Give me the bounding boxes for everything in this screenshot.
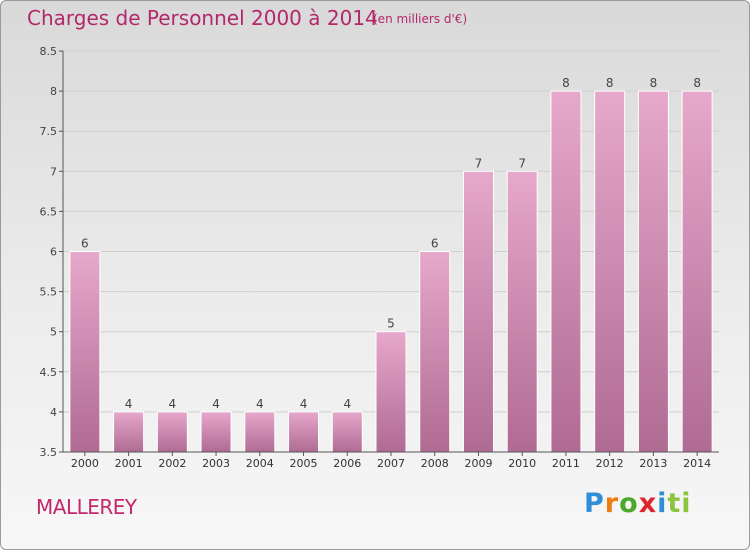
x-tick-label: 2007 xyxy=(377,457,405,470)
logo-letter: r xyxy=(604,488,620,519)
bar xyxy=(506,170,538,453)
x-tick-label: 2014 xyxy=(683,457,711,470)
bar xyxy=(244,411,276,453)
data-label: 4 xyxy=(125,397,133,411)
bar xyxy=(69,251,101,453)
proxiti-logo: Proxiti xyxy=(584,488,692,519)
bar xyxy=(288,411,320,453)
y-tick-label: 5.5 xyxy=(40,286,58,299)
chart-unit: (en milliers d'€) xyxy=(373,12,468,26)
x-tick-label: 2009 xyxy=(464,457,492,470)
data-label: 4 xyxy=(212,397,220,411)
y-tick-label: 4 xyxy=(50,406,57,419)
axis-layer: 3.5 4 4.5 5 5.5 6 6.5 7 7.5 8 8.5 2000 2001 2002 2003 2… xyxy=(40,45,719,470)
data-label: 8 xyxy=(693,76,701,90)
data-label: 5 xyxy=(387,317,395,331)
y-tick-label: 8.5 xyxy=(40,45,58,58)
bar xyxy=(681,90,713,453)
bar xyxy=(375,331,407,453)
data-label: 4 xyxy=(300,397,308,411)
bar xyxy=(113,411,145,453)
chart-title: Charges de Personnel 2000 à 2014 xyxy=(27,6,378,30)
x-tick-label: 2003 xyxy=(202,457,230,470)
bar-layer: 6 4 4 4 4 4 4 5 6 7 7 8 8 8 8 xyxy=(69,76,713,453)
y-tick-label: 5 xyxy=(50,326,57,339)
data-label: 6 xyxy=(81,237,89,251)
data-label: 8 xyxy=(562,76,570,90)
x-tick-label: 2008 xyxy=(421,457,449,470)
commune-name: MALLEREY xyxy=(36,495,137,519)
bar xyxy=(550,90,582,453)
data-label: 7 xyxy=(475,156,483,170)
x-tick-label: 2001 xyxy=(115,457,143,470)
x-tick-label: 2004 xyxy=(246,457,274,470)
data-label: 6 xyxy=(431,237,439,251)
y-tick-label: 6 xyxy=(50,246,57,259)
x-tick-label: 2012 xyxy=(596,457,624,470)
y-tick-label: 7.5 xyxy=(40,125,58,138)
y-tick-label: 3.5 xyxy=(40,446,58,459)
logo-letter: ti xyxy=(667,488,692,519)
x-tick-label: 2002 xyxy=(158,457,186,470)
x-tick-label: 2006 xyxy=(333,457,361,470)
x-tick-label: 2000 xyxy=(71,457,99,470)
bar xyxy=(331,411,363,453)
logo-letter: x xyxy=(638,488,658,519)
bar xyxy=(200,411,232,453)
logo-letter: o xyxy=(619,488,639,519)
y-tick-label: 8 xyxy=(50,85,57,98)
data-label: 7 xyxy=(518,156,526,170)
y-tick-label: 7 xyxy=(50,165,57,178)
x-tick-label: 2013 xyxy=(639,457,667,470)
x-tick-label: 2005 xyxy=(290,457,318,470)
data-label: 4 xyxy=(343,397,351,411)
data-label: 4 xyxy=(256,397,264,411)
bar xyxy=(462,170,494,453)
bar-chart: 6 4 4 4 4 4 4 5 6 7 7 8 8 8 8 3.5 4 4.5 5 5.5 6 6.5 7 7.5 8 8.5 2… xyxy=(40,45,719,470)
data-label: 4 xyxy=(169,397,177,411)
bar xyxy=(637,90,669,453)
data-label: 8 xyxy=(606,76,614,90)
bar xyxy=(156,411,188,453)
x-tick-label: 2010 xyxy=(508,457,536,470)
x-tick-label: 2011 xyxy=(552,457,580,470)
bar xyxy=(419,251,451,453)
logo-letter: P xyxy=(584,488,605,519)
logo-letter: i xyxy=(657,488,668,519)
y-tick-label: 6.5 xyxy=(40,205,58,218)
y-tick-label: 4.5 xyxy=(40,366,58,379)
data-label: 8 xyxy=(650,76,658,90)
bar xyxy=(594,90,626,453)
